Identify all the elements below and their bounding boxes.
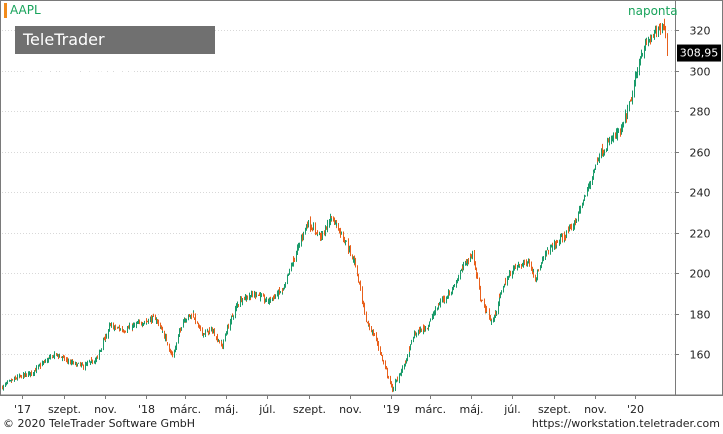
x-tick-label: máj. (459, 403, 483, 416)
y-tick-label: 180 (690, 309, 711, 322)
x-tick-label: júl. (258, 403, 276, 416)
x-tick-label: '19 (383, 403, 400, 416)
interval-label[interactable]: naponta (628, 4, 678, 18)
source-url-link[interactable]: https://workstation.teletrader.com (531, 417, 720, 430)
watermark-product: WorkStation (23, 58, 136, 77)
y-tick-label: 280 (690, 106, 711, 119)
x-tick-label: '17 (14, 403, 31, 416)
y-tick-label: 300 (690, 66, 711, 79)
x-tick-label: nov. (584, 403, 607, 416)
x-tick-label: júl. (503, 403, 521, 416)
x-tick-label: szept. (538, 403, 571, 416)
y-tick-label: 200 (690, 268, 711, 281)
x-tick-label: nov. (339, 403, 362, 416)
y-tick-label: 160 (690, 349, 711, 362)
copyright-text: © 2020 TeleTrader Software GmbH (3, 417, 196, 430)
symbol-label[interactable]: AAPL (4, 3, 41, 18)
x-tick-label: márc. (170, 403, 201, 416)
last-price-tag (677, 44, 721, 62)
x-tick-label: szept. (293, 403, 326, 416)
y-tick-label: 320 (690, 25, 711, 38)
y-tick-label: 260 (690, 147, 711, 160)
x-tick-label: '18 (138, 403, 155, 416)
x-tick-label: márc. (415, 403, 446, 416)
x-tick-label: '20 (627, 403, 644, 416)
y-tick-label: 240 (690, 187, 711, 200)
x-tick-label: máj. (214, 403, 238, 416)
watermark-logo: TeleTrader WorkStation (15, 26, 215, 77)
watermark-brand: TeleTrader (23, 30, 105, 49)
x-tick-label: nov. (94, 403, 117, 416)
last-price-label: 308,95 (680, 47, 719, 60)
x-tick-label: szept. (48, 403, 81, 416)
y-tick-label: 220 (690, 228, 711, 241)
